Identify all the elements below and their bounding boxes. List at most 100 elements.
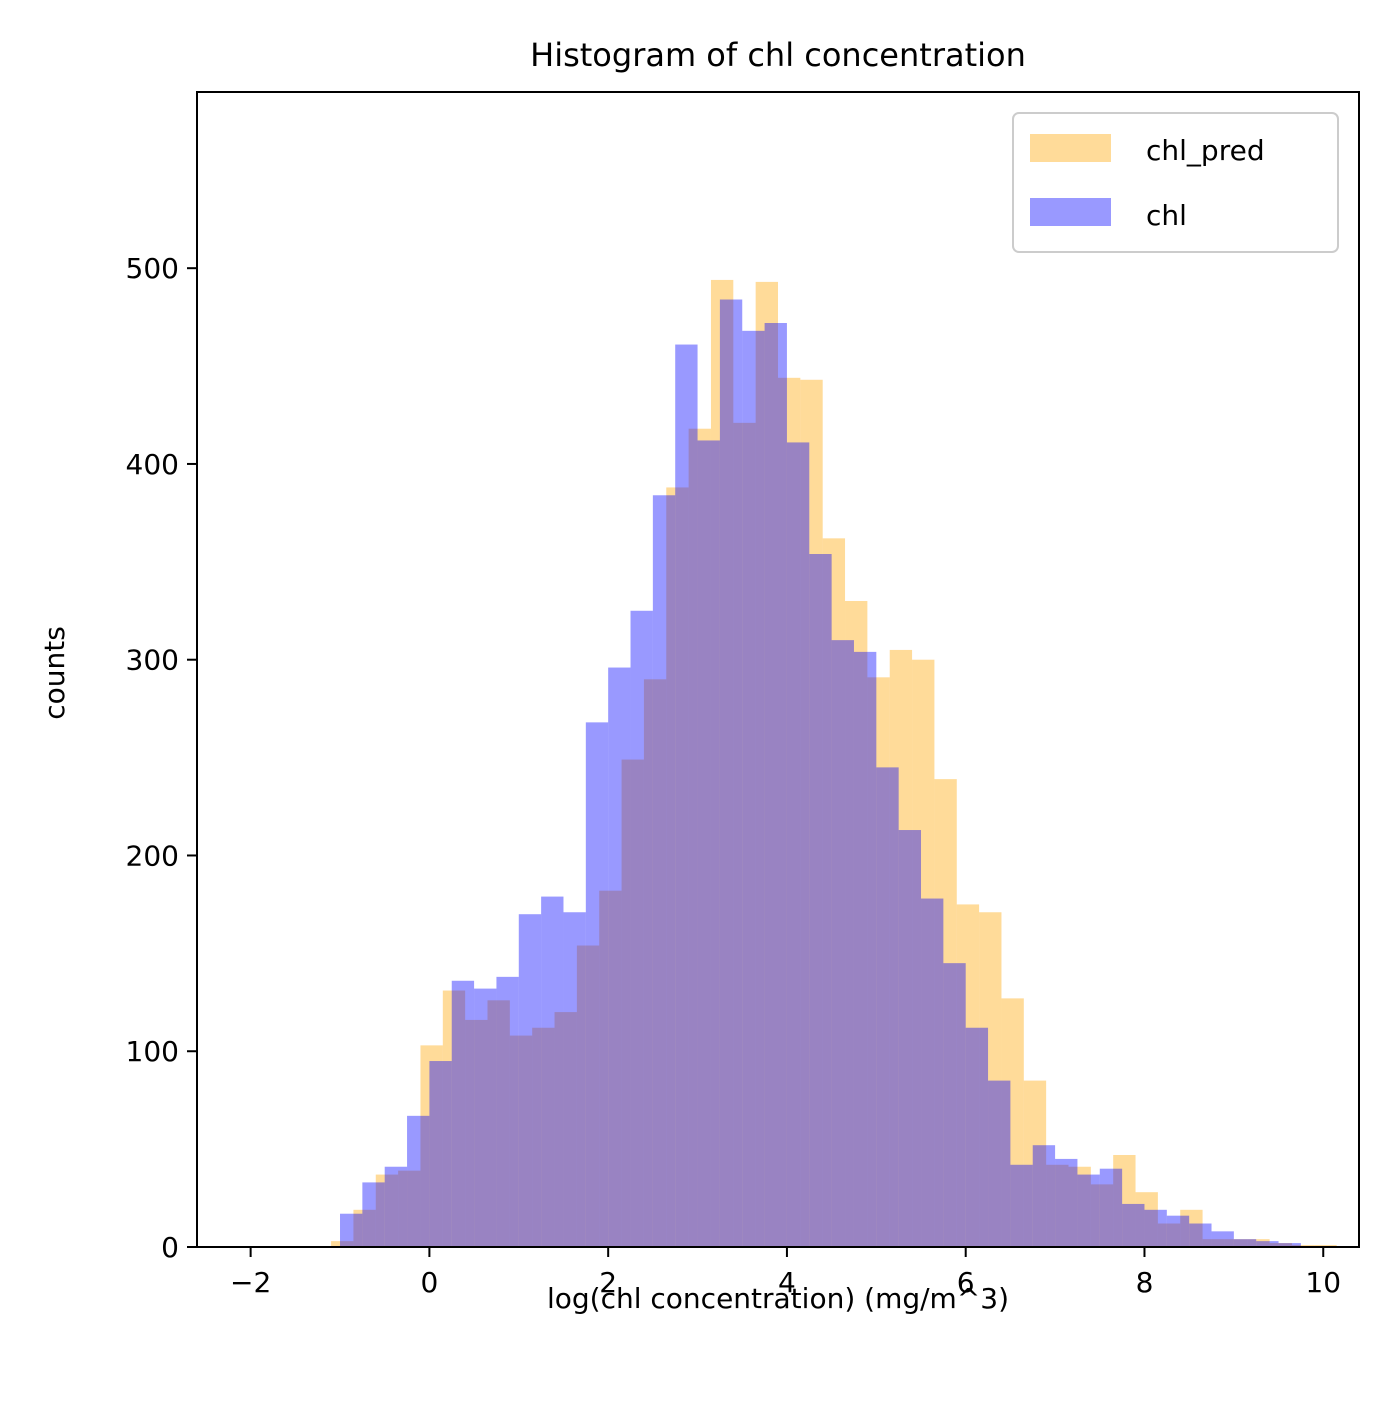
bar-chl-pred-23	[845, 600, 868, 1247]
chart-title: Histogram of chl concentration	[530, 36, 1026, 74]
bar-chl-pred-28	[956, 904, 980, 1247]
y-axis-label: counts	[38, 626, 71, 720]
bar-chl-28	[965, 1027, 989, 1247]
bar-chl-10	[563, 912, 586, 1247]
bar-chl-13	[630, 610, 653, 1247]
series-chl-pred	[331, 279, 1337, 1247]
bar-chl-32	[1055, 1158, 1078, 1247]
y-axis-ticks: 0 100 200 300 400 500	[126, 252, 197, 1264]
bar-chl-40	[1233, 1239, 1257, 1247]
bar-chl-pred-32	[1046, 1164, 1069, 1247]
bar-chl-pred-12	[599, 890, 622, 1247]
bar-chl-pred-34	[1090, 1184, 1114, 1247]
bar-chl-pred-9	[532, 1027, 555, 1247]
bar-chl-pred-37	[1157, 1223, 1181, 1247]
y-tick-label: 300	[126, 644, 179, 677]
bar-chl-pred-36	[1135, 1192, 1158, 1247]
x-tick-label: 6	[957, 1266, 975, 1299]
bar-chl-pred-6	[465, 1019, 488, 1247]
bar-chl-pred-20	[778, 377, 801, 1247]
x-tick-label: 0	[420, 1266, 438, 1299]
legend-label-chl: chl	[1146, 199, 1187, 232]
bar-chl-33	[1077, 1174, 1100, 1247]
bar-chl-27	[943, 963, 966, 1247]
y-tick-label: 400	[126, 448, 179, 481]
bar-chl-17	[719, 299, 743, 1247]
bar-chl-pred-25	[889, 649, 913, 1247]
bar-chl-pred-39	[1202, 1239, 1225, 1247]
legend-swatch-chl-pred	[1030, 134, 1111, 162]
bar-chl-14	[652, 495, 676, 1247]
bar-chl-24	[876, 767, 899, 1247]
bar-chl-38	[1189, 1223, 1212, 1247]
bar-chl-pred-13	[621, 759, 644, 1247]
bar-chl-19	[764, 323, 787, 1247]
y-tick-label: 200	[126, 839, 179, 872]
bar-chl-pred-0	[331, 1241, 354, 1247]
bar-chl-pred-18	[733, 422, 756, 1247]
bar-chl-pred-27	[934, 779, 957, 1247]
x-tick-label: 4	[778, 1266, 796, 1299]
bar-chl-pred-22	[822, 538, 846, 1247]
bar-chl-1	[362, 1182, 385, 1247]
bar-chl-pred-29	[979, 912, 1002, 1247]
bar-chl-2	[384, 1166, 408, 1247]
bar-chl-pred-5	[442, 990, 466, 1247]
bar-chl-pred-2	[375, 1174, 399, 1247]
x-tick-label: 2	[599, 1266, 617, 1299]
bar-chl-pred-16	[688, 428, 711, 1247]
bar-chl-35	[1122, 1203, 1145, 1247]
bar-chl-pred-10	[554, 1012, 577, 1247]
bar-chl-pred-7	[487, 1000, 510, 1247]
bar-chl-18	[742, 330, 765, 1247]
y-tick-label: 100	[126, 1035, 179, 1068]
bar-chl-34	[1099, 1168, 1123, 1247]
bar-chl-39	[1211, 1231, 1234, 1247]
bar-chl-21	[809, 554, 832, 1247]
legend-box	[1012, 112, 1339, 253]
bar-chl-pred-4	[420, 1045, 443, 1247]
x-tick-label: −2	[230, 1266, 271, 1299]
bar-chl-pred-33	[1068, 1166, 1091, 1247]
bar-chl-36	[1144, 1209, 1167, 1247]
bar-chl-5	[451, 980, 475, 1247]
bar-chl-41	[1256, 1241, 1279, 1247]
bar-chl-pred-24	[867, 677, 890, 1247]
bar-chl-pred-17	[710, 279, 734, 1247]
series-chl	[340, 299, 1301, 1247]
bar-chl-16	[697, 440, 720, 1247]
bar-chl-pred-42	[1269, 1243, 1292, 1247]
bar-chl-6	[474, 988, 497, 1247]
bar-chl-pred-30	[1001, 998, 1024, 1247]
bar-chl-pred-14	[643, 679, 667, 1247]
bar-chl-pred-41	[1247, 1239, 1270, 1247]
bar-chl-37	[1166, 1215, 1190, 1247]
bar-chl-pred-1	[353, 1209, 376, 1247]
bar-chl-pred-11	[576, 945, 600, 1247]
bar-chl-20	[786, 442, 810, 1247]
bar-chl-29	[988, 1080, 1011, 1247]
legend-swatch-chl	[1030, 198, 1111, 226]
bar-chl-22	[831, 640, 854, 1247]
bar-chl-pred-19	[755, 281, 778, 1247]
bar-chl-pred-35	[1113, 1154, 1136, 1247]
x-axis-ticks: −2 0 2 4 6 8 10	[230, 1247, 1341, 1299]
bar-chl-pred-26	[912, 659, 935, 1247]
bar-chl-30	[1010, 1164, 1033, 1247]
y-tick-label: 0	[161, 1231, 179, 1264]
bar-chl-pred-21	[800, 379, 823, 1247]
bar-chl-11	[585, 722, 609, 1247]
bar-chl-25	[898, 830, 922, 1247]
x-axis-label: log(chl concentration) (mg/m^3)	[547, 1282, 1009, 1315]
bar-chl-15	[675, 344, 698, 1247]
bar-chl-42	[1278, 1243, 1301, 1247]
bar-chl-pred-38	[1180, 1209, 1203, 1247]
bar-chl-23	[853, 651, 877, 1247]
bar-chl-pred-15	[666, 487, 689, 1247]
bar-chl-12	[608, 667, 631, 1247]
bar-chl-pred-31	[1023, 1080, 1047, 1247]
bar-chl-0	[340, 1213, 363, 1247]
bar-chl-3	[407, 1115, 430, 1247]
bar-chl-31	[1032, 1145, 1056, 1247]
